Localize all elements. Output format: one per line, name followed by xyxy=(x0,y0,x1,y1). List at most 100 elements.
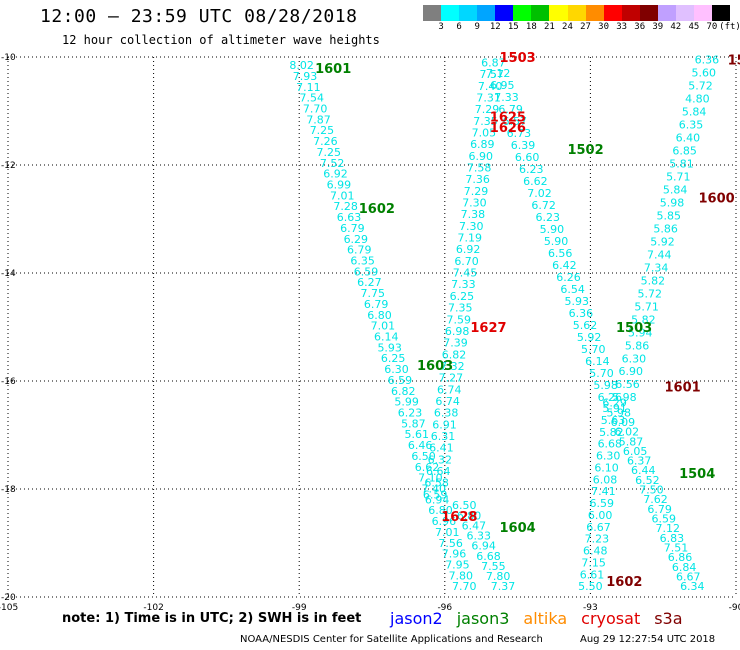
colorbar-label: 36 xyxy=(634,22,646,32)
wave-height-value: 6.79 xyxy=(340,222,365,235)
x-tick-label: -93 xyxy=(583,603,598,613)
colorbar-swatch xyxy=(621,5,640,21)
wave-height-value: 6.35 xyxy=(679,119,704,132)
wave-height-value: 6.90 xyxy=(468,150,493,163)
colorbar-swatch xyxy=(585,5,604,21)
wave-height-value: 6.83 xyxy=(660,532,685,545)
wave-height-value: 5.72 xyxy=(638,287,663,300)
wave-height-value: 6.70 xyxy=(454,255,479,268)
colorbar-label: 3 xyxy=(438,22,444,32)
colorbar-swatch xyxy=(549,5,568,21)
wave-height-value: 6.85 xyxy=(672,145,697,158)
wave-height-value: 6.94 xyxy=(425,493,450,506)
wave-height-value: 6.37 xyxy=(627,455,652,468)
colorbar-label: 24 xyxy=(562,22,573,32)
wave-height-value: 6.60 xyxy=(515,151,540,164)
wave-height-value: 6.56 xyxy=(548,247,573,260)
wave-height-value: 6.95 xyxy=(490,79,515,92)
wave-height-value: 6.23 xyxy=(398,407,423,420)
wave-height-value: 5.87 xyxy=(619,435,644,448)
wave-height-value: 7.70 xyxy=(452,580,477,593)
x-tick-label: -102 xyxy=(143,603,163,613)
wave-height-value: 6.67 xyxy=(586,521,611,534)
wave-height-value: 7.01 xyxy=(371,320,396,333)
wave-height-value: 5.98 xyxy=(612,391,637,404)
colorbar-swatch xyxy=(657,5,676,21)
wave-height-value: 7.51 xyxy=(664,542,689,555)
colorbar-label: 6 xyxy=(456,22,462,32)
x-tick-label: -90 xyxy=(729,603,740,613)
wave-height-value: 7.80 xyxy=(486,570,511,583)
wave-height-value: 6.47 xyxy=(462,519,487,532)
wave-height-value: 6.82 xyxy=(442,348,467,361)
wave-height-value: 5.92 xyxy=(650,235,675,248)
wave-height-value: 7.57 xyxy=(480,68,505,81)
wave-height-value: 6.29 xyxy=(344,233,369,246)
wave-height-value: 6.56 xyxy=(615,378,640,391)
wave-height-value: 7.27 xyxy=(439,372,464,385)
wave-height-value: 7.35 xyxy=(473,115,498,128)
wave-height-value: 6.94 xyxy=(471,540,496,553)
wave-height-value: 5.94 xyxy=(628,326,653,339)
wave-height-value: 7.54 xyxy=(300,92,325,105)
wave-height-value: 7.50 xyxy=(639,484,664,497)
wave-height-value: 6.29 xyxy=(602,397,627,410)
wave-height-value: 7.87 xyxy=(306,113,331,126)
wave-height-value: 6.74 xyxy=(435,395,460,408)
wave-height-value: 7.80 xyxy=(449,569,474,582)
colorbar-swatch xyxy=(567,5,586,21)
wave-height-value: 5.98 xyxy=(607,406,632,419)
wave-height-value: 6.73 xyxy=(507,127,532,140)
colorbar xyxy=(423,5,731,21)
satellite-altika: altika xyxy=(523,609,568,628)
pass-label: 1602 xyxy=(606,575,642,590)
wave-height-value: 7.45 xyxy=(453,267,478,280)
colorbar-swatch xyxy=(693,5,712,21)
wave-height-value: 7.33 xyxy=(451,278,476,291)
satellite-jason2: jason2 xyxy=(390,609,443,628)
colorbar-swatch xyxy=(477,5,496,21)
wave-height-value: 6.05 xyxy=(623,445,648,458)
wave-height-value: 7.19 xyxy=(457,232,482,245)
colorbar-label: (ft) xyxy=(719,22,740,32)
wave-height-value: 6.87 xyxy=(481,56,506,69)
wave-height-value: 7.25 xyxy=(316,146,341,159)
colorbar-labels: 3 6 9 12 15 18 21 24 27 30 33 36 39 42 45 70 (ft) xyxy=(423,22,740,34)
wave-height-value: 6.54 xyxy=(560,283,585,296)
wave-height-value: 6.84 xyxy=(672,561,697,574)
wave-height-value: 6.26 xyxy=(598,391,623,404)
pass-label: 1602 xyxy=(359,202,395,217)
wave-height-value: 6.64 xyxy=(426,465,451,478)
wave-height-value: 6.90 xyxy=(618,365,643,378)
wave-height-value: 6.08 xyxy=(593,473,618,486)
colorbar-label: 27 xyxy=(580,22,591,32)
wave-height-value: 6.96 xyxy=(432,515,457,528)
wave-height-value: 5.82 xyxy=(641,274,666,287)
wave-height-value: 7.33 xyxy=(494,91,519,104)
wave-height-value: 7.56 xyxy=(438,537,463,550)
colorbar-label: 45 xyxy=(688,22,700,32)
wave-height-value: 7.36 xyxy=(465,173,490,186)
colorbar-swatch xyxy=(639,5,658,21)
wave-height-value: 6.59 xyxy=(388,374,413,387)
wave-height-value: 7.41 xyxy=(591,485,616,498)
wave-height-value: 5.71 xyxy=(666,171,691,184)
colorbar-label: 33 xyxy=(616,22,628,32)
wave-height-value: 7.29 xyxy=(464,185,489,198)
pass-label: 1601 xyxy=(665,380,701,395)
x-tick-label: -96 xyxy=(437,603,452,613)
pass-label: 1627 xyxy=(470,321,506,336)
satellite-s3a: s3a xyxy=(654,609,683,628)
wave-height-value: 7.26 xyxy=(313,135,338,148)
colorbar-swatch xyxy=(603,5,622,21)
wave-height-value: 5.85 xyxy=(657,209,682,222)
wave-height-value: 7.93 xyxy=(293,70,318,83)
wave-height-value: 6.26 xyxy=(556,271,581,284)
colorbar-label: 15 xyxy=(507,22,519,32)
wave-height-value: 6.34 xyxy=(680,580,705,593)
wave-height-value: 6.44 xyxy=(631,464,656,477)
wave-height-value: 7.15 xyxy=(581,556,606,569)
generated-timestamp: Aug 29 12:27:54 UTC 2018 xyxy=(580,634,716,645)
wave-height-value: 6.36 xyxy=(569,307,594,320)
